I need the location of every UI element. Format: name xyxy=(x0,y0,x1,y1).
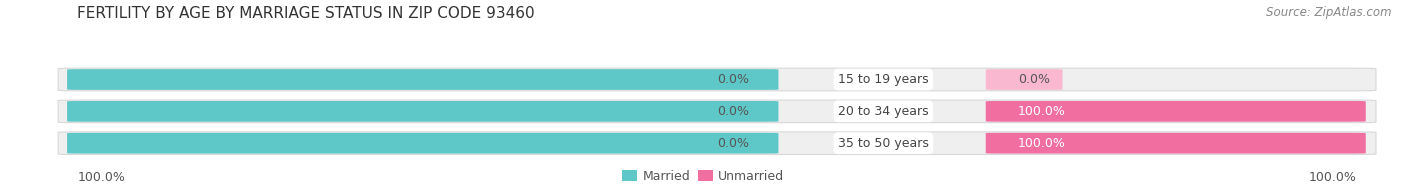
Text: 100.0%: 100.0% xyxy=(1309,171,1357,184)
FancyBboxPatch shape xyxy=(58,132,1376,154)
Text: 35 to 50 years: 35 to 50 years xyxy=(838,137,929,150)
FancyBboxPatch shape xyxy=(67,69,779,90)
Text: Source: ZipAtlas.com: Source: ZipAtlas.com xyxy=(1267,6,1392,19)
Text: 0.0%: 0.0% xyxy=(717,73,749,86)
Legend: Married, Unmarried: Married, Unmarried xyxy=(617,165,789,188)
Text: 100.0%: 100.0% xyxy=(1018,137,1066,150)
Text: 0.0%: 0.0% xyxy=(1018,73,1050,86)
Text: 0.0%: 0.0% xyxy=(717,105,749,118)
Text: FERTILITY BY AGE BY MARRIAGE STATUS IN ZIP CODE 93460: FERTILITY BY AGE BY MARRIAGE STATUS IN Z… xyxy=(77,6,534,21)
FancyBboxPatch shape xyxy=(58,68,1376,91)
Text: 0.0%: 0.0% xyxy=(717,137,749,150)
Text: 100.0%: 100.0% xyxy=(1018,105,1066,118)
FancyBboxPatch shape xyxy=(58,100,1376,123)
FancyBboxPatch shape xyxy=(986,133,1365,153)
FancyBboxPatch shape xyxy=(986,69,1063,90)
FancyBboxPatch shape xyxy=(67,101,779,122)
Text: 100.0%: 100.0% xyxy=(77,171,125,184)
FancyBboxPatch shape xyxy=(67,133,779,153)
Text: 20 to 34 years: 20 to 34 years xyxy=(838,105,929,118)
FancyBboxPatch shape xyxy=(986,101,1365,122)
Text: 15 to 19 years: 15 to 19 years xyxy=(838,73,929,86)
